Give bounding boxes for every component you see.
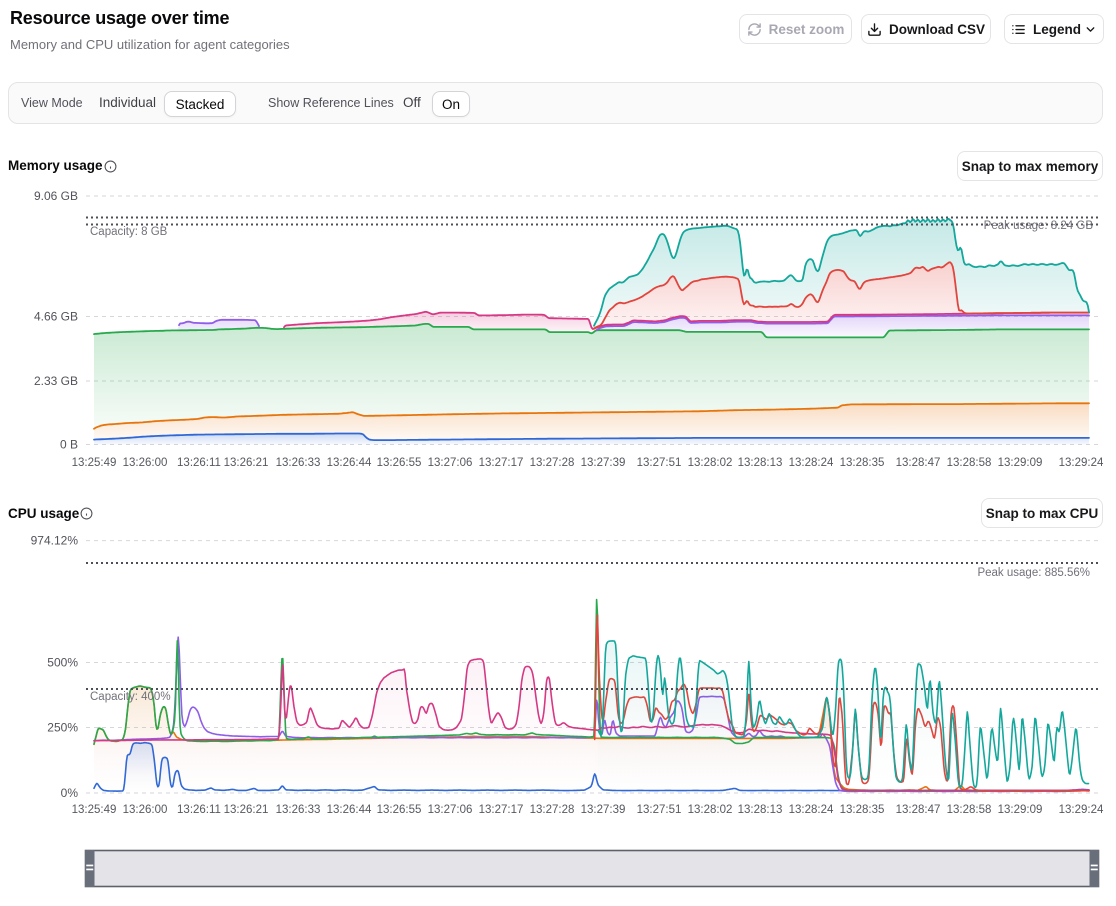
svg-text:13:26:55: 13:26:55 <box>377 457 422 469</box>
svg-text:Peak usage: 885.56%: Peak usage: 885.56% <box>977 567 1090 579</box>
svg-text:13:27:28: 13:27:28 <box>530 804 575 816</box>
svg-text:0 B: 0 B <box>60 438 78 452</box>
svg-text:13:26:11: 13:26:11 <box>177 457 221 469</box>
svg-text:13:26:55: 13:26:55 <box>377 804 422 816</box>
svg-text:250%: 250% <box>47 721 78 735</box>
svg-text:13:29:24: 13:29:24 <box>1059 457 1104 469</box>
svg-text:13:26:33: 13:26:33 <box>276 457 321 469</box>
svg-text:13:27:28: 13:27:28 <box>530 457 575 469</box>
svg-text:974.12%: 974.12% <box>31 534 79 548</box>
svg-text:Capacity: 400%: Capacity: 400% <box>90 691 171 703</box>
svg-text:13:26:44: 13:26:44 <box>327 804 372 816</box>
svg-text:13:28:13: 13:28:13 <box>738 457 783 469</box>
svg-text:13:28:58: 13:28:58 <box>947 457 992 469</box>
svg-text:13:26:33: 13:26:33 <box>276 804 321 816</box>
svg-text:13:27:06: 13:27:06 <box>428 804 473 816</box>
svg-text:13:28:24: 13:28:24 <box>789 457 834 469</box>
svg-text:13:28:24: 13:28:24 <box>789 804 834 816</box>
svg-text:9.06 GB: 9.06 GB <box>34 189 78 203</box>
svg-text:0%: 0% <box>61 786 79 800</box>
svg-text:13:27:51: 13:27:51 <box>637 457 682 469</box>
svg-text:13:26:11: 13:26:11 <box>177 804 221 816</box>
svg-text:13:27:51: 13:27:51 <box>637 804 682 816</box>
svg-text:500%: 500% <box>47 656 78 670</box>
svg-text:13:28:35: 13:28:35 <box>840 457 885 469</box>
svg-text:Capacity: 8 GB: Capacity: 8 GB <box>90 226 168 238</box>
svg-text:Peak usage: 8.24 GB: Peak usage: 8.24 GB <box>984 220 1094 232</box>
svg-text:13:28:47: 13:28:47 <box>896 804 941 816</box>
svg-text:2.33 GB: 2.33 GB <box>34 374 78 388</box>
svg-text:13:25:49: 13:25:49 <box>72 804 117 816</box>
svg-text:13:28:35: 13:28:35 <box>840 804 885 816</box>
svg-text:13:27:17: 13:27:17 <box>479 804 524 816</box>
svg-text:13:29:09: 13:29:09 <box>998 457 1043 469</box>
svg-text:13:27:39: 13:27:39 <box>581 457 626 469</box>
svg-text:13:28:58: 13:28:58 <box>947 804 992 816</box>
svg-text:13:29:24: 13:29:24 <box>1059 804 1104 816</box>
svg-text:4.66 GB: 4.66 GB <box>34 310 78 324</box>
svg-text:13:29:09: 13:29:09 <box>998 804 1043 816</box>
svg-text:13:27:39: 13:27:39 <box>581 804 626 816</box>
svg-text:13:28:02: 13:28:02 <box>688 457 733 469</box>
svg-text:13:28:13: 13:28:13 <box>738 804 783 816</box>
svg-text:13:27:06: 13:27:06 <box>428 457 473 469</box>
svg-text:13:26:44: 13:26:44 <box>327 457 372 469</box>
svg-text:13:28:02: 13:28:02 <box>688 804 733 816</box>
svg-text:13:28:47: 13:28:47 <box>896 457 941 469</box>
svg-text:13:26:21: 13:26:21 <box>224 804 269 816</box>
svg-text:13:25:49: 13:25:49 <box>72 457 117 469</box>
svg-text:13:26:00: 13:26:00 <box>123 457 168 469</box>
svg-text:13:27:17: 13:27:17 <box>479 457 524 469</box>
svg-text:13:26:00: 13:26:00 <box>123 804 168 816</box>
svg-text:13:26:21: 13:26:21 <box>224 457 269 469</box>
